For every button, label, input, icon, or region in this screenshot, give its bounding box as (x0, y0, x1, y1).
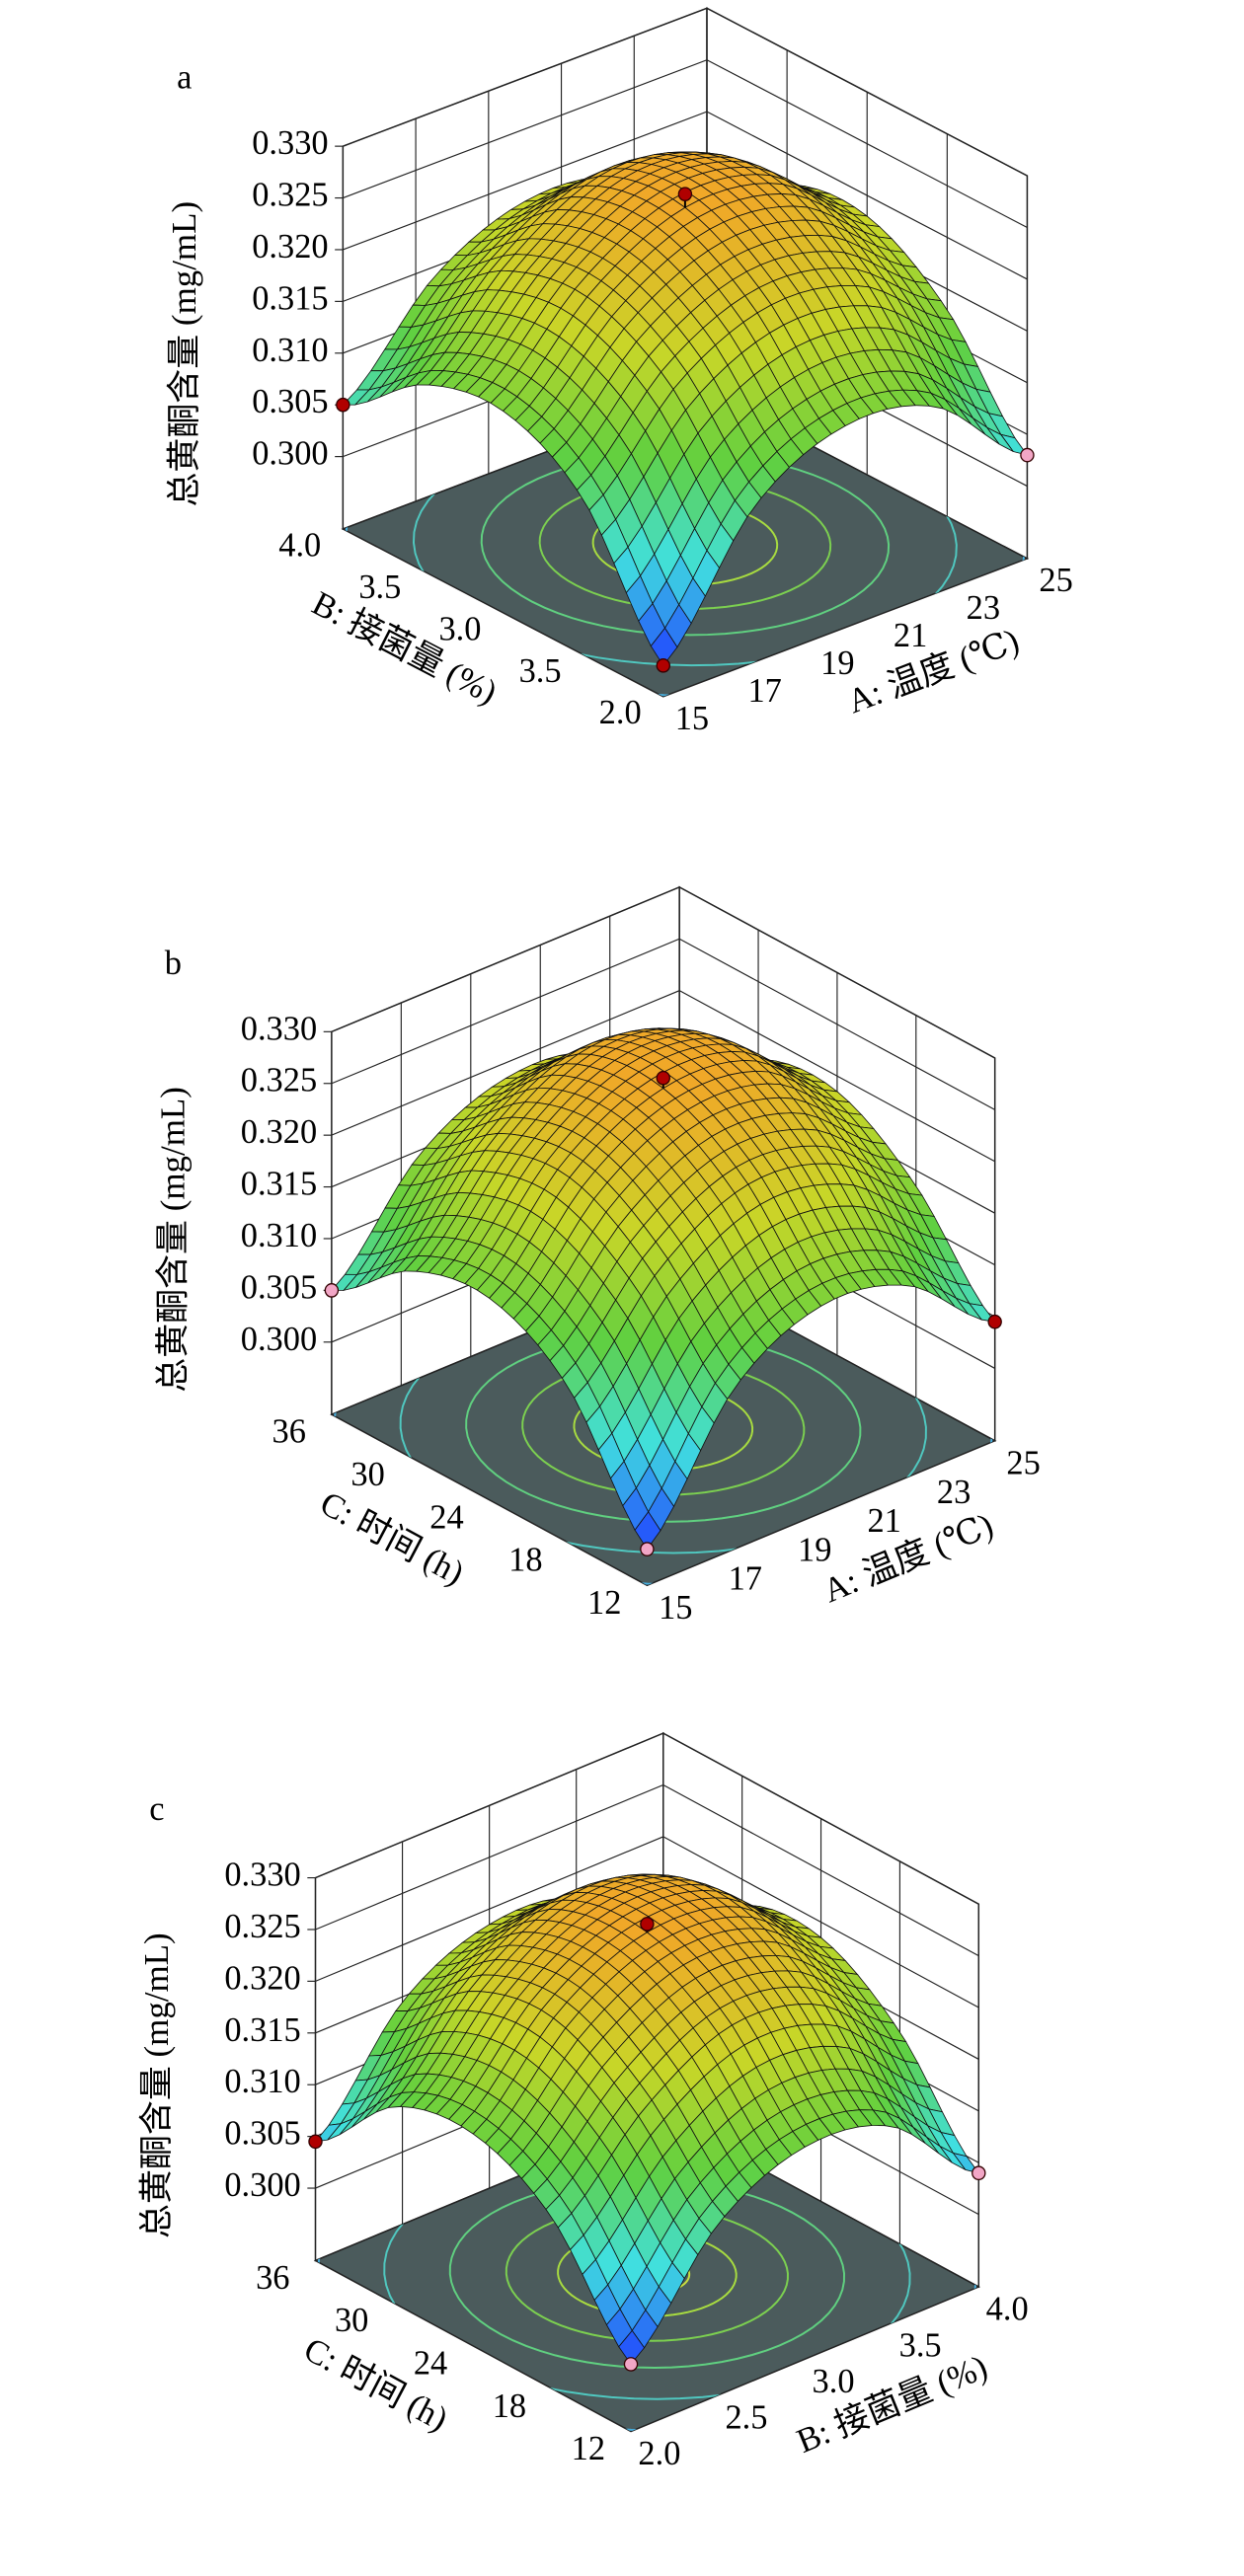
y-tick-label: 24 (429, 1497, 463, 1536)
z-tick-label: 0.300 (252, 433, 328, 472)
z-tick-label: 0.320 (252, 227, 328, 265)
y-tick-label: 2.0 (599, 693, 642, 731)
y-tick-label: 3.5 (519, 651, 562, 690)
surface (314, 1873, 980, 2366)
z-tick-label: 0.320 (241, 1112, 317, 1151)
surface-chart: 0.300 0.305 0.310 0.315 0.320 0.325 0.330 2.0 2.… (137, 1731, 1029, 2472)
surface-chart: 0.300 0.305 0.310 0.315 0.320 0.325 0.330 15 17 1… (154, 885, 1041, 1627)
design-point (656, 1070, 670, 1086)
design-point (677, 187, 693, 201)
y-tick-label: 12 (587, 1583, 621, 1622)
x-tick-label: 19 (820, 644, 854, 682)
y-tick-label: 3.5 (358, 568, 401, 606)
x-tick-label: 25 (1006, 1443, 1040, 1481)
z-tick-label: 0.330 (252, 123, 328, 162)
design-point (987, 1314, 1002, 1329)
z-tick-label: 0.310 (224, 2062, 300, 2100)
panel-label: c (149, 1789, 164, 1828)
surface-chart: 0.300 0.305 0.310 0.315 0.320 0.325 0.330 15 17 1… (165, 7, 1073, 737)
z-tick-label: 0.300 (241, 1320, 317, 1358)
design-point (640, 1917, 655, 1932)
y-tick-label: 36 (256, 2258, 289, 2297)
z-tick-label: 0.315 (241, 1164, 317, 1202)
z-tick-label: 0.310 (252, 331, 328, 369)
x-tick-label: 19 (798, 1530, 831, 1568)
z-axis-title: 总黄酮含量 (mg/mL) (154, 1087, 193, 1393)
z-tick-label: 0.325 (224, 1907, 300, 1945)
x-tick-label: 3.0 (813, 2362, 855, 2400)
design-point (640, 1542, 655, 1556)
design-point (1020, 447, 1035, 463)
x-tick-label: 2.0 (638, 2434, 680, 2472)
y-tick-label: 18 (493, 2387, 526, 2425)
surface-cell (618, 2329, 646, 2366)
z-tick-label: 0.310 (241, 1216, 317, 1254)
x-tick-label: 4.0 (986, 2289, 1029, 2327)
y-tick-label: 12 (572, 2429, 605, 2467)
design-point (336, 397, 350, 413)
x-tick-label: 23 (967, 588, 1000, 627)
surface (342, 151, 1029, 667)
surface-cell (634, 1511, 661, 1551)
y-tick-label: 24 (414, 2343, 447, 2382)
x-tick-label: 2.5 (725, 2397, 767, 2436)
z-tick-label: 0.325 (241, 1061, 317, 1099)
x-tick-label: 17 (747, 671, 781, 710)
panel-label: a (177, 57, 192, 96)
surface (330, 1027, 996, 1551)
x-axis-title: A: 温度 (℃) (817, 1505, 998, 1610)
y-tick-label: 3.0 (438, 609, 481, 647)
x-tick-label: 25 (1039, 561, 1072, 599)
x-axis-title: A: 温度 (℃) (842, 621, 1024, 720)
x-tick-label: 17 (729, 1558, 762, 1597)
y-tick-label: 4.0 (278, 525, 321, 564)
x-tick-label: 21 (894, 616, 927, 654)
x-tick-label: 15 (675, 699, 709, 737)
z-tick-label: 0.315 (252, 278, 328, 317)
design-point (308, 2134, 323, 2150)
z-tick-label: 0.315 (224, 2010, 300, 2049)
z-axis-title: 总黄酮含量 (mg/mL) (137, 1932, 176, 2238)
x-tick-label: 23 (937, 1473, 971, 1511)
y-tick-label: 30 (350, 1455, 384, 1493)
design-point (623, 2357, 639, 2372)
z-tick-label: 0.305 (224, 2113, 300, 2152)
x-tick-label: 15 (659, 1588, 692, 1627)
design-point (324, 1283, 340, 1298)
z-tick-label: 0.325 (252, 175, 328, 213)
surface-cell (650, 627, 678, 667)
x-tick-label: 3.5 (899, 2325, 942, 2364)
design-point (656, 657, 670, 673)
z-tick-label: 0.305 (241, 1267, 317, 1306)
z-tick-label: 0.330 (224, 1855, 300, 1893)
z-axis-title: 总黄酮含量 (mg/mL) (165, 201, 203, 507)
z-tick-label: 0.300 (224, 2165, 300, 2204)
design-point (972, 2165, 986, 2181)
z-tick-label: 0.305 (252, 382, 328, 420)
y-tick-label: 18 (508, 1540, 542, 1578)
z-tick-label: 0.330 (241, 1009, 317, 1047)
y-tick-label: 36 (272, 1411, 306, 1450)
y-tick-label: 30 (335, 2301, 368, 2339)
panel-label: b (165, 944, 182, 982)
x-tick-label: 21 (867, 1501, 900, 1540)
z-tick-label: 0.320 (224, 1958, 300, 1997)
